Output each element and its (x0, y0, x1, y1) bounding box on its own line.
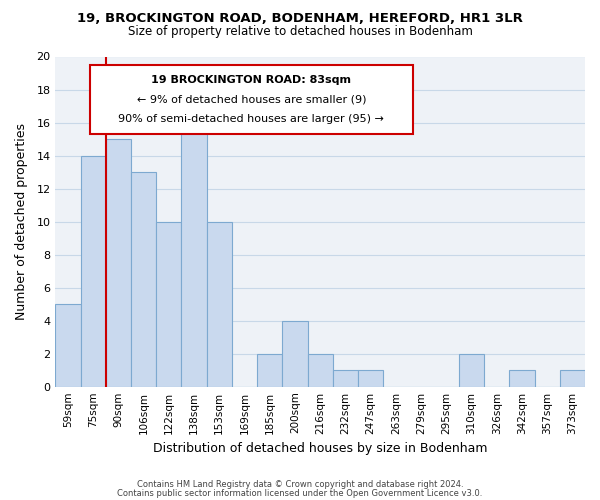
Bar (106, 139, 131, 386)
Bar (283, 320, 308, 386)
Y-axis label: Number of detached properties: Number of detached properties (15, 123, 28, 320)
Bar (308, 354, 333, 386)
Bar (257, 354, 283, 386)
Bar (358, 370, 383, 386)
Bar (156, 222, 181, 386)
Bar (206, 222, 232, 386)
Bar (55, 304, 80, 386)
Bar (131, 172, 156, 386)
Text: ← 9% of detached houses are smaller (9): ← 9% of detached houses are smaller (9) (137, 94, 366, 104)
Bar (509, 370, 535, 386)
Bar (181, 122, 206, 386)
Text: 19, BROCKINGTON ROAD, BODENHAM, HEREFORD, HR1 3LR: 19, BROCKINGTON ROAD, BODENHAM, HEREFORD… (77, 12, 523, 26)
Bar (333, 370, 358, 386)
Bar (80, 156, 106, 386)
Text: Size of property relative to detached houses in Bodenham: Size of property relative to detached ho… (128, 25, 472, 38)
Text: Contains public sector information licensed under the Open Government Licence v3: Contains public sector information licen… (118, 489, 482, 498)
Text: Contains HM Land Registry data © Crown copyright and database right 2024.: Contains HM Land Registry data © Crown c… (137, 480, 463, 489)
Bar (459, 354, 484, 386)
Text: 90% of semi-detached houses are larger (95) →: 90% of semi-detached houses are larger (… (118, 114, 384, 124)
Bar (560, 370, 585, 386)
FancyBboxPatch shape (90, 65, 413, 134)
X-axis label: Distribution of detached houses by size in Bodenham: Distribution of detached houses by size … (153, 442, 487, 455)
Text: 19 BROCKINGTON ROAD: 83sqm: 19 BROCKINGTON ROAD: 83sqm (151, 74, 352, 85)
